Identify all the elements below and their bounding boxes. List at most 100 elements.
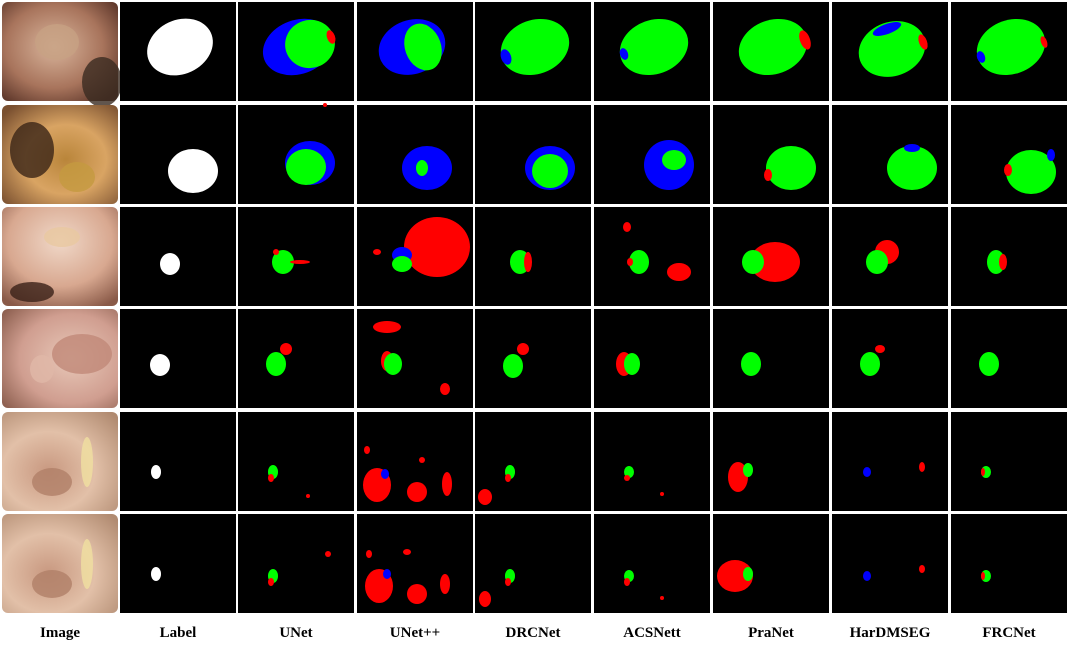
prediction-region (440, 383, 450, 395)
prediction-region (981, 468, 985, 476)
mask-cell (238, 514, 354, 613)
mask-cell (120, 514, 236, 613)
prediction-region (517, 343, 529, 355)
prediction-region (860, 352, 880, 376)
prediction-region (440, 574, 450, 594)
prediction-region (742, 250, 764, 274)
mask-cell (475, 514, 591, 613)
prediction-region (381, 469, 389, 479)
prediction-region (863, 467, 871, 477)
prediction-region (407, 584, 427, 604)
prediction-region (887, 146, 937, 190)
input-image (2, 412, 118, 511)
prediction-region (524, 252, 532, 272)
prediction-region (660, 596, 664, 600)
mask-cell (951, 412, 1067, 511)
mask-cell (238, 207, 354, 306)
prediction-region (863, 571, 871, 581)
mask-cell (475, 412, 591, 511)
prediction-region (766, 146, 816, 190)
prediction-region (268, 474, 274, 482)
prediction-region (799, 30, 811, 50)
prediction-region (416, 160, 428, 176)
prediction-region (627, 258, 633, 266)
prediction-region (662, 150, 686, 170)
label-mask (147, 18, 213, 76)
prediction-region (979, 352, 999, 376)
prediction-region (866, 250, 888, 274)
prediction-region (741, 352, 761, 376)
prediction-region (404, 217, 470, 277)
mask-cell (713, 105, 829, 204)
image-texture (35, 24, 79, 60)
prediction-region (325, 551, 331, 557)
prediction-region (667, 263, 691, 281)
mask-cell (120, 207, 236, 306)
prediction-region (875, 345, 885, 353)
mask-cell (832, 514, 948, 613)
prediction-region (728, 462, 748, 492)
prediction-region (442, 472, 452, 496)
label-mask (151, 567, 161, 581)
prediction-region (624, 475, 630, 481)
prediction-region (479, 591, 491, 607)
mask-cell (951, 207, 1067, 306)
mask-cell (120, 309, 236, 408)
prediction-region (326, 30, 336, 44)
prediction-region (624, 578, 630, 586)
prediction-region (976, 51, 986, 63)
input-image (2, 514, 118, 613)
prediction-region (373, 321, 401, 333)
input-image (2, 207, 118, 306)
mask-cell (594, 412, 710, 511)
prediction-region (373, 249, 381, 255)
prediction-region (403, 549, 411, 555)
prediction-region (981, 572, 985, 580)
mask-cell (713, 309, 829, 408)
mask-cell (832, 412, 948, 511)
mask-cell (594, 309, 710, 408)
image-texture (81, 437, 93, 487)
prediction-region (1040, 36, 1048, 48)
mask-cell (713, 412, 829, 511)
image-texture (44, 227, 80, 247)
prediction-region (1004, 164, 1012, 176)
label-mask (151, 465, 161, 479)
mask-cell (120, 412, 236, 511)
label-mask (150, 354, 170, 376)
prediction-region (872, 22, 902, 36)
prediction-region (918, 34, 928, 50)
column-label: ACSNett (623, 625, 681, 641)
prediction-region (743, 567, 753, 581)
prediction-region (717, 560, 753, 592)
prediction-region (1006, 150, 1056, 194)
image-texture (81, 539, 93, 589)
prediction-region (280, 343, 292, 355)
prediction-region (383, 569, 391, 579)
image-texture (52, 334, 112, 374)
prediction-region (384, 353, 402, 375)
prediction-region (500, 18, 570, 76)
prediction-region (1047, 149, 1055, 161)
mask-cell (238, 412, 354, 511)
column-label: HarDMSEG (850, 625, 931, 641)
prediction-region (323, 103, 327, 107)
prediction-region (919, 462, 925, 472)
label-mask (168, 149, 218, 193)
prediction-region (999, 254, 1007, 270)
prediction-region (660, 492, 664, 496)
image-texture (59, 162, 95, 192)
prediction-region (272, 250, 294, 274)
mask-cell (475, 207, 591, 306)
prediction-region (738, 18, 808, 76)
mask-cell (357, 309, 473, 408)
prediction-region (266, 352, 286, 376)
prediction-region (364, 446, 370, 454)
column-label: Image (40, 625, 80, 641)
column-label: UNet++ (390, 625, 440, 641)
image-texture (32, 570, 72, 598)
prediction-region (976, 18, 1046, 76)
prediction-region (500, 49, 512, 65)
column-label: UNet (279, 625, 312, 641)
prediction-region (268, 578, 274, 586)
